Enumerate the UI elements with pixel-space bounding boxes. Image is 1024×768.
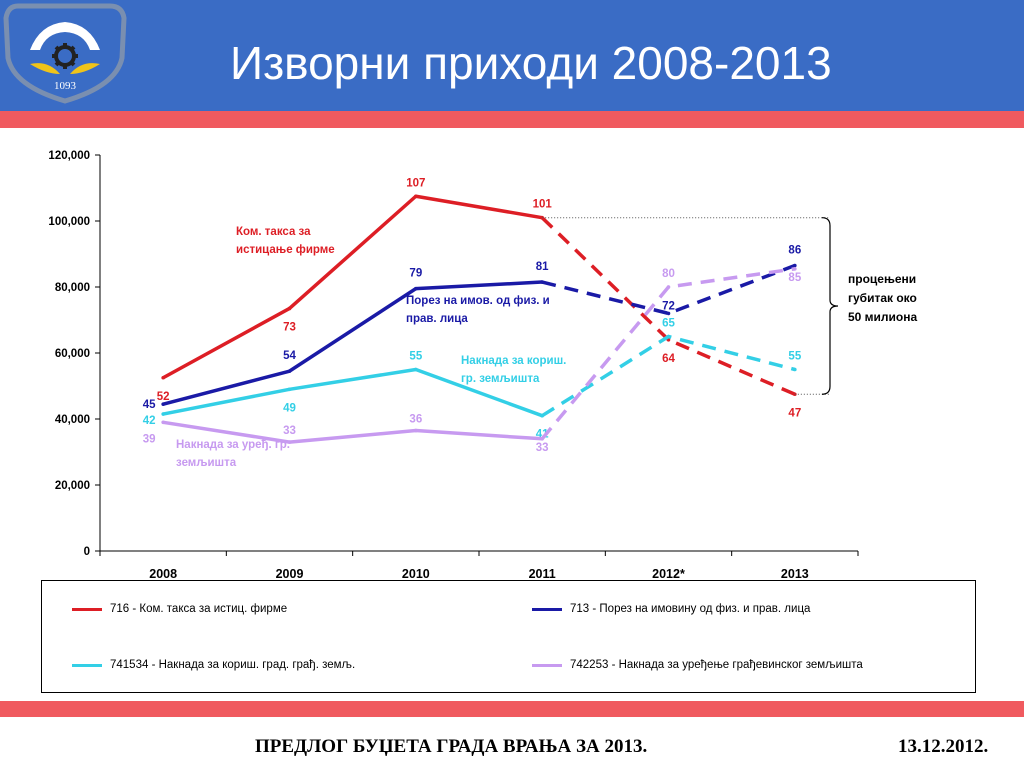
data-point	[287, 369, 292, 373]
data-point	[666, 285, 671, 289]
series-line-dashed	[541, 263, 796, 316]
data-label: 101	[533, 199, 553, 211]
bracket-note: 50 милиона	[848, 310, 918, 324]
series-annotation: Накнада за уређ. гр.	[176, 439, 290, 451]
page-title: Изворни приходи 2008-2013	[230, 37, 832, 89]
bracket-note: процењени	[848, 272, 916, 286]
legend-item-series-3: 741534 - Накнада за кориш. град. грађ. з…	[72, 659, 355, 671]
x-tick-label: 2013	[781, 567, 809, 580]
y-tick-label: 120,000	[48, 150, 90, 162]
footer-date: 13.12.2012.	[898, 736, 989, 757]
emblem-year: 1093	[54, 80, 77, 92]
y-tick-label: 80,000	[55, 282, 90, 294]
series-line-solid	[162, 420, 543, 444]
data-point	[414, 286, 418, 291]
data-label: 72	[662, 300, 675, 312]
data-label: 33	[283, 425, 296, 437]
data-point	[540, 437, 544, 441]
series-annotation: гр. земљишта	[461, 373, 540, 385]
data-point	[666, 311, 671, 316]
series-annotation: Ком. такса за	[236, 226, 311, 238]
data-label: 85	[788, 272, 801, 284]
data-point	[540, 413, 544, 418]
data-label: 45	[143, 399, 156, 411]
x-tick-label: 2009	[276, 567, 304, 580]
data-point	[540, 280, 544, 284]
data-label: 80	[662, 268, 675, 280]
data-point	[666, 334, 671, 339]
legend-item-series-4: 742253 - Накнада за уређење грађевинског…	[532, 659, 863, 671]
data-point	[287, 387, 292, 392]
series-annotation: истицање фирме	[236, 244, 335, 256]
data-point	[161, 420, 165, 425]
y-tick-label: 60,000	[55, 348, 90, 360]
line-chart: 0 20,000 40,000 60,000 80,000 100,000 120,000 2…	[48, 150, 918, 580]
data-label: 81	[536, 261, 549, 273]
data-point	[287, 440, 292, 444]
data-label: 79	[409, 268, 422, 280]
chart-legend: 716 - Ком. такса за истиц. фирме 713 - П…	[41, 580, 976, 693]
data-label: 47	[788, 407, 801, 419]
legend-swatch	[532, 607, 562, 611]
data-label: 107	[406, 177, 425, 189]
header-bar	[0, 0, 1024, 111]
series-annotation: Порез на имов. од физ. и	[406, 295, 550, 307]
data-label: 55	[409, 351, 422, 363]
data-label: 39	[143, 433, 156, 445]
data-label: 49	[283, 402, 296, 414]
x-tick-label: 2008	[149, 567, 177, 580]
x-tick-label: 2010	[402, 567, 430, 580]
series-annotation: Накнада за кориш.	[461, 355, 566, 367]
legend-label: 713 - Порез на имовину од физ. и прав. л…	[570, 603, 811, 615]
data-point	[161, 412, 165, 416]
series-line-dashed	[541, 334, 796, 418]
data-point	[793, 267, 797, 271]
data-point	[414, 367, 418, 372]
data-label: 33	[536, 442, 549, 454]
city-emblem-icon: 1093	[3, 3, 127, 104]
x-tick-label: 2011	[529, 567, 556, 580]
data-point	[414, 428, 418, 433]
y-tick-label: 40,000	[55, 414, 90, 426]
data-label: 36	[409, 414, 422, 426]
legend-swatch	[72, 663, 102, 667]
series-line-solid	[162, 194, 543, 380]
header-stripe	[0, 111, 1024, 128]
data-label: 65	[662, 318, 675, 330]
bracket	[821, 217, 839, 395]
gear-icon	[52, 43, 78, 69]
data-label: 86	[788, 245, 801, 257]
data-label: 52	[157, 391, 170, 403]
bracket-note: губитак око	[848, 291, 917, 305]
series-line-solid	[162, 280, 543, 406]
data-point	[793, 367, 797, 372]
legend-swatch	[532, 663, 562, 667]
series-annotation: прав. лица	[406, 313, 468, 325]
legend-label: 742253 - Накнада за уређење грађевинског…	[570, 659, 863, 671]
y-tick-label: 100,000	[48, 216, 90, 228]
data-point	[287, 306, 292, 311]
series-annotation: земљишта	[176, 457, 237, 469]
data-label: 64	[662, 353, 675, 365]
data-point	[793, 263, 797, 268]
series-line-dashed	[540, 216, 796, 396]
legend-label: 716 - Ком. такса за истиц. фирме	[110, 603, 288, 615]
legend-swatch	[72, 607, 102, 611]
x-tick-label: 2012*	[652, 567, 685, 580]
data-label: 42	[143, 415, 156, 427]
data-point	[161, 402, 165, 406]
y-tick-label: 20,000	[55, 480, 90, 492]
data-label: 55	[788, 351, 801, 363]
legend-label: 741534 - Накнада за кориш. град. грађ. з…	[110, 659, 356, 671]
legend-item-series-1: 716 - Ком. такса за истиц. фирме	[72, 603, 287, 615]
legend-item-series-2: 713 - Порез на имовину од физ. и прав. л…	[532, 603, 810, 615]
series-line-solid	[162, 367, 543, 418]
footer-stripe	[0, 701, 1024, 717]
data-point	[414, 194, 418, 199]
data-point	[161, 375, 165, 380]
y-tick-label: 0	[84, 546, 90, 558]
data-label: 73	[283, 321, 296, 333]
data-label: 54	[283, 350, 296, 362]
footer-document-title: ПРЕДЛОГ БУЏЕТА ГРАДА ВРАЊА ЗА 2013.	[255, 736, 648, 757]
